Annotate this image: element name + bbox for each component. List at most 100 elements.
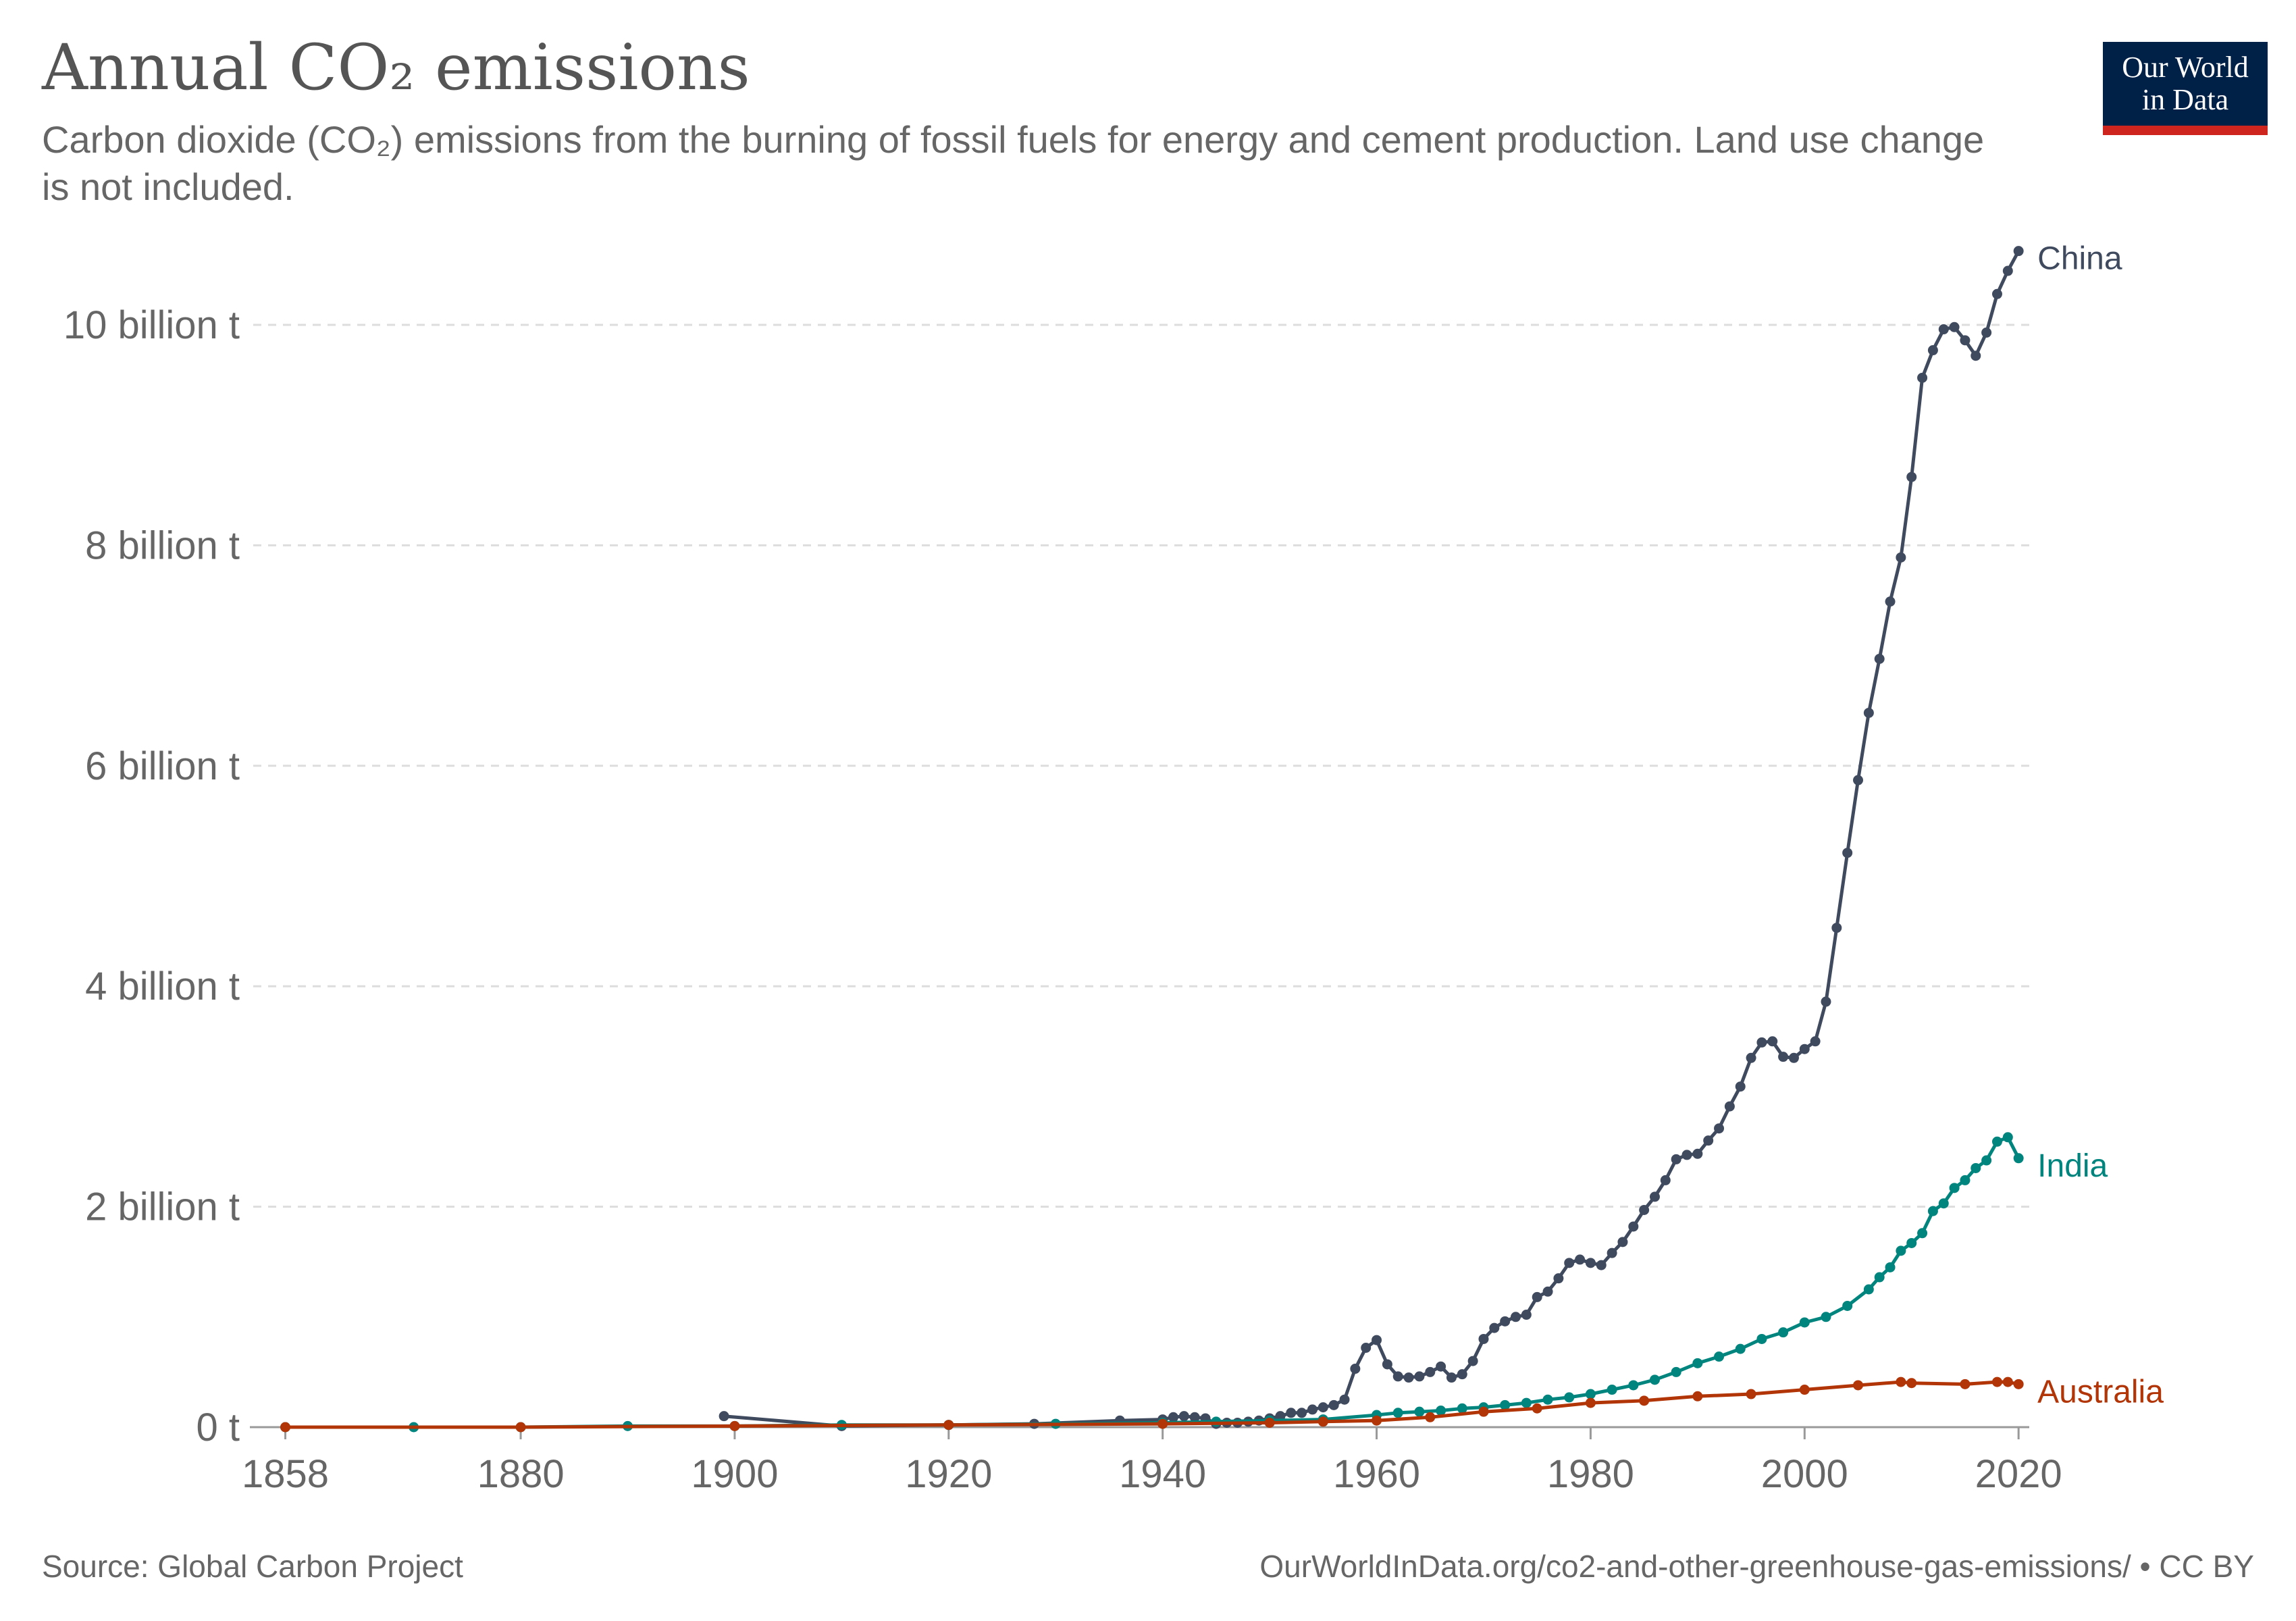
data-point [2002,1132,2013,1143]
data-point [1991,1376,2002,1387]
data-point [1756,1037,1767,1048]
data-point [1735,1343,1746,1354]
data-point [1853,1380,1864,1391]
data-point [1361,1342,1372,1353]
data-point [1821,1312,1831,1322]
data-point [1960,335,1971,346]
data-point [1885,1262,1896,1272]
data-point [1896,1245,1906,1256]
data-point [1660,1175,1671,1185]
data-point [1521,1397,1532,1408]
x-tick-label: 1940 [1119,1452,1206,1496]
data-point [1681,1150,1692,1160]
data-point [1436,1406,1446,1416]
x-tick-label: 1920 [905,1452,992,1496]
data-point [1756,1333,1767,1344]
data-point [1382,1359,1392,1370]
y-tick-label: 8 billion t [85,523,240,567]
data-point [1339,1394,1350,1405]
source-note: Source: Global Carbon Project [42,1549,463,1584]
data-point [1478,1333,1489,1344]
data-point [1649,1374,1660,1385]
x-tick-label: 2000 [1761,1452,1848,1496]
x-tick-label: 1980 [1547,1452,1634,1496]
data-point [1971,1162,1981,1173]
data-point [1628,1380,1639,1391]
data-point [1639,1395,1650,1406]
data-point [1842,848,1853,858]
data-point [1799,1317,1810,1328]
logo-line-2: in Data [2141,83,2229,116]
data-point [2002,265,2013,276]
data-point [1842,1300,1853,1311]
data-point [1478,1406,1489,1417]
source-url[interactable]: OurWorldInData.org/co2-and-other-greenho… [1259,1549,2254,1584]
data-point [1457,1403,1467,1414]
data-point [1436,1361,1446,1372]
logo-line-1: Our World [2122,51,2249,84]
data-point [1863,707,1874,718]
data-point [1671,1154,1681,1164]
data-point [1831,923,1842,933]
data-point [2013,1379,2024,1389]
data-point [1168,1412,1179,1422]
data-point [1328,1399,1339,1410]
data-point [1874,1272,1885,1283]
y-tick-label: 10 billion t [63,303,240,347]
data-point [1564,1258,1575,1268]
data-point [943,1420,954,1431]
series-label-australia: Australia [2037,1374,2164,1410]
data-point [1264,1417,1275,1428]
x-tick-label: 1960 [1333,1452,1420,1496]
data-point [1403,1372,1414,1383]
data-point [1500,1399,1511,1410]
data-point [1885,596,1896,607]
data-point [1467,1356,1478,1366]
data-point [1157,1418,1168,1429]
data-point [1511,1312,1521,1322]
data-point [1853,775,1864,786]
data-point [1392,1371,1403,1382]
data-point [1585,1397,1596,1408]
data-point [1585,1258,1596,1268]
data-point [1938,1198,1949,1209]
data-point [1703,1135,1714,1146]
data-point [1532,1291,1542,1302]
data-point [1799,1044,1810,1054]
data-point [1317,1416,1328,1427]
data-point [1317,1402,1328,1413]
data-point [1542,1394,1553,1405]
data-point [1628,1221,1639,1232]
data-point [1639,1204,1650,1215]
data-point [1372,1415,1382,1426]
data-point [1692,1148,1703,1159]
data-point [1896,1376,1906,1387]
data-point [1960,1175,1971,1185]
data-point [1906,1378,1917,1389]
data-point [1425,1366,1436,1377]
data-point [1297,1408,1307,1418]
data-point [1286,1408,1297,1418]
owid-logo[interactable]: Our World in Data [2103,42,2268,135]
data-point [2013,246,2024,257]
data-point [1500,1316,1511,1327]
data-point [1564,1392,1575,1403]
data-point [1960,1379,1971,1389]
data-point [1896,552,1906,563]
data-point [1692,1358,1703,1368]
data-point [1521,1310,1532,1320]
data-point [1607,1247,1617,1258]
data-point [1927,345,1938,356]
chart-title: Annual CO₂ emissions [42,31,750,105]
series-label-india: India [2037,1148,2108,1184]
data-point [1874,653,1885,664]
data-point [1649,1191,1660,1202]
data-point [1938,324,1949,335]
data-point [1692,1391,1703,1401]
data-point [1425,1412,1436,1422]
data-point [1489,1322,1500,1333]
x-tick-label: 1880 [477,1452,565,1496]
data-point [1414,1406,1425,1417]
